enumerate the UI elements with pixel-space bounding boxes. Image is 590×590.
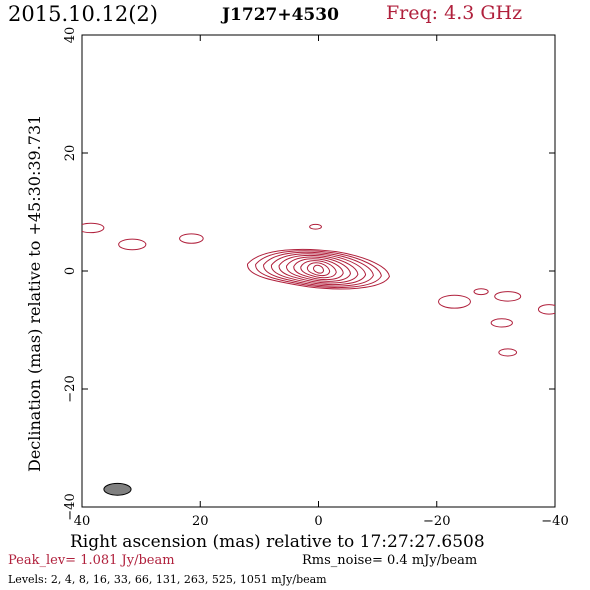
core-contour [255, 250, 382, 289]
component-contour [490, 318, 513, 328]
core-contour [306, 262, 331, 277]
contour-levels: Levels: 2, 4, 8, 16, 33, 66, 131, 263, 5… [8, 573, 327, 586]
core-contour [286, 256, 351, 282]
y-tick-label: 40 [63, 27, 78, 44]
component-contour [179, 233, 204, 244]
axis-ticks [81, 34, 556, 508]
y-tick-label: 20 [63, 145, 78, 162]
x-tick-label: 20 [192, 514, 209, 529]
x-tick-label: 40 [74, 514, 91, 529]
x-tick-label: 0 [314, 514, 322, 529]
peak-level: Peak_lev= 1.081 Jy/beam [8, 553, 175, 568]
component-contour [309, 223, 322, 230]
component-contour [473, 288, 489, 296]
plot-frame [81, 34, 556, 508]
beam-ellipse [103, 482, 132, 496]
x-tick-label: −20 [423, 514, 450, 529]
core-contour [263, 251, 374, 287]
component-contour [498, 348, 518, 357]
core-contour [278, 254, 359, 284]
y-tick-label: 0 [63, 267, 78, 275]
x-axis-label: Right ascension (mas) relative to 17:27:… [70, 532, 485, 552]
component-contour [537, 304, 555, 315]
epoch-date: 2015.10.12(2) [8, 2, 158, 26]
tick-labels: 40 20 0 −20 −40 −40 −20 0 20 40 [63, 27, 569, 529]
x-tick-label: −40 [541, 514, 568, 529]
source-name: J1727+4530 [222, 5, 339, 25]
y-axis-label: Declination (mas) relative to +45:30:39.… [25, 114, 44, 472]
plot-border [81, 34, 556, 508]
rms-noise: Rms_noise= 0.4 mJy/beam [302, 553, 478, 568]
component-contour [494, 291, 522, 302]
core-contour [300, 260, 337, 279]
contour-lines [82, 222, 555, 357]
component-contour [82, 222, 105, 234]
beam-shape [103, 482, 132, 496]
core-contour [293, 258, 344, 281]
component-contour [438, 294, 471, 309]
core-contour [270, 253, 367, 286]
contour-clip-group [82, 222, 555, 357]
core-contour [247, 248, 390, 290]
core-contour [312, 264, 325, 274]
component-contour [118, 238, 147, 251]
frequency-label: Freq: 4.3 GHz [386, 2, 523, 24]
y-tick-label: −20 [63, 375, 78, 402]
y-tick-label: −40 [63, 493, 78, 520]
